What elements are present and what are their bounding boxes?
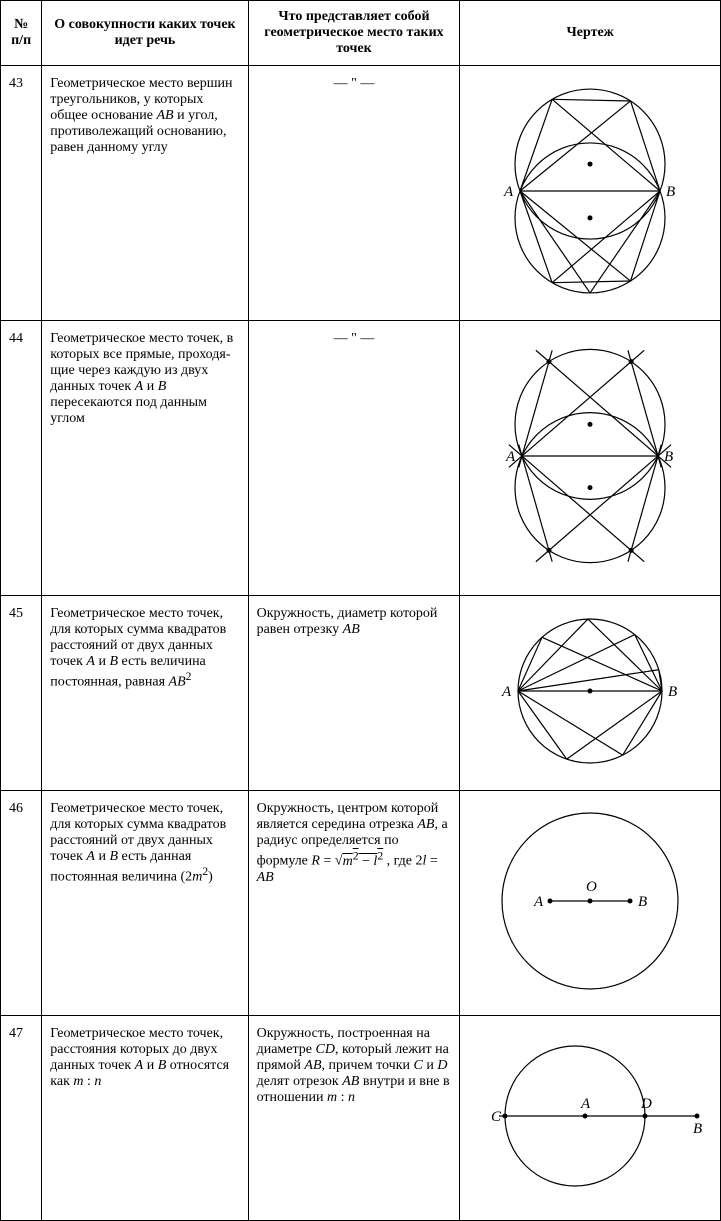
svg-text:A: A xyxy=(505,449,516,465)
header-desc: О совокупности каких точек идет речь xyxy=(42,1,248,66)
table-row: 47Геометрическое место точек, расстояния… xyxy=(1,1016,721,1221)
table-row: 45Геометрическое место точек, для которы… xyxy=(1,596,721,791)
row-figure: A B xyxy=(460,66,721,321)
table-row: 46Геометрическое место точек, для которы… xyxy=(1,791,721,1016)
row-description: Геометрическое место точек, для которых … xyxy=(42,791,248,1016)
svg-text:O: O xyxy=(586,879,597,895)
header-num: № п/п xyxy=(1,1,42,66)
header-fig: Чертеж xyxy=(460,1,721,66)
svg-text:D: D xyxy=(640,1096,652,1112)
row-description: Геометрическое место точек, расстояния к… xyxy=(42,1016,248,1221)
row-description: Геометрическое место вершин треугольни­к… xyxy=(42,66,248,321)
table-body: 43Геометрическое место вершин треугольни… xyxy=(1,66,721,1221)
svg-text:A: A xyxy=(503,184,514,200)
svg-text:A: A xyxy=(501,684,512,700)
table-header-row: № п/п О совокупности каких точек идет ре… xyxy=(1,1,721,66)
row-number: 46 xyxy=(1,791,42,1016)
geometric-locus-table: № п/п О совокупности каких точек идет ре… xyxy=(0,0,721,1221)
svg-text:A: A xyxy=(580,1096,591,1112)
svg-text:A: A xyxy=(533,894,544,910)
row-figure: O A B xyxy=(460,791,721,1016)
row-figure: A B xyxy=(460,321,721,596)
row-figure: A B xyxy=(460,596,721,791)
row-locus: Окружность, центром которой является сер… xyxy=(248,791,460,1016)
row-number: 43 xyxy=(1,66,42,321)
row-locus: Окружность, диа­метр которой равен отрез… xyxy=(248,596,460,791)
row-description: Геометрическое место точек, для которых … xyxy=(42,596,248,791)
svg-text:B: B xyxy=(693,1121,702,1137)
table-row: 44Геометрическое место точек, в которых … xyxy=(1,321,721,596)
svg-text:C: C xyxy=(491,1109,502,1125)
row-locus: Окружность, постро­енная на диаметре CD,… xyxy=(248,1016,460,1221)
table-row: 43Геометрическое место вершин треугольни… xyxy=(1,66,721,321)
row-description: Геометрическое место точек, в которых вс… xyxy=(42,321,248,596)
row-number: 44 xyxy=(1,321,42,596)
row-figure: C A D B xyxy=(460,1016,721,1221)
row-number: 47 xyxy=(1,1016,42,1221)
svg-text:B: B xyxy=(638,894,647,910)
svg-text:B: B xyxy=(668,684,677,700)
row-number: 45 xyxy=(1,596,42,791)
svg-text:B: B xyxy=(664,449,673,465)
svg-text:B: B xyxy=(666,184,675,200)
header-what: Что представляет собой геометрическое ме… xyxy=(248,1,460,66)
row-locus: — " — xyxy=(248,321,460,596)
row-locus: — " — xyxy=(248,66,460,321)
